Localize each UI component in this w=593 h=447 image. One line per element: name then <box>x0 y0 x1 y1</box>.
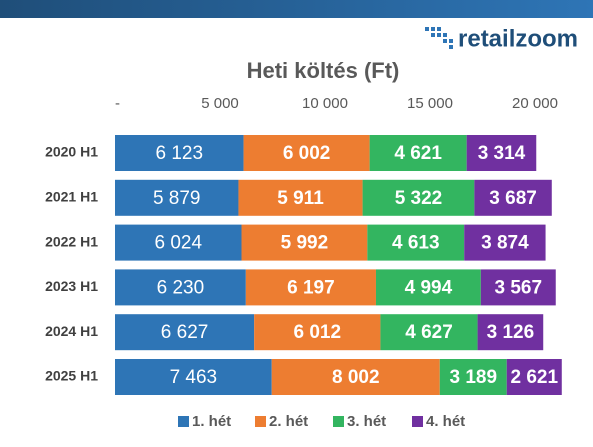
logo: retailzoom <box>458 25 578 52</box>
value-label: 3 126 <box>487 322 535 343</box>
bar-segment <box>115 269 246 306</box>
value-label: 6 024 <box>154 233 202 254</box>
value-label: 3 189 <box>449 367 497 388</box>
chart-title: Heti költés (Ft) <box>247 58 400 83</box>
y-tick-label: 2021 H1 <box>45 189 98 205</box>
bar-segment <box>271 359 440 395</box>
bar-segment <box>115 135 244 171</box>
x-tick-label: 15 000 <box>407 95 453 112</box>
value-label: 8 002 <box>332 367 380 388</box>
bar-segment <box>238 179 363 216</box>
legend-label: 2. hét <box>269 413 308 430</box>
y-tick-label: 2024 H1 <box>45 323 98 339</box>
legend-label: 4. hét <box>426 413 465 430</box>
value-label: 5 879 <box>153 188 201 209</box>
bar-segment <box>115 314 255 351</box>
value-label: 6 230 <box>157 277 205 298</box>
value-label: 6 627 <box>161 322 209 343</box>
bar-segment <box>375 269 481 306</box>
bar-segment <box>439 359 507 395</box>
logo-icon <box>425 27 453 49</box>
bar-segment <box>362 179 475 216</box>
value-label: 6 012 <box>294 322 342 343</box>
value-label: 5 322 <box>395 188 443 209</box>
value-label: 6 123 <box>156 143 204 164</box>
value-label: 6 002 <box>283 143 331 164</box>
bar-segment <box>506 359 562 395</box>
header-band <box>0 0 593 18</box>
bar-segment <box>466 135 537 171</box>
value-label: 7 463 <box>170 367 218 388</box>
bar-segment <box>254 314 381 351</box>
x-tick-label: - <box>115 95 120 112</box>
value-label: 5 911 <box>277 188 324 209</box>
legend-swatch <box>333 416 344 427</box>
value-label: 6 197 <box>287 277 335 298</box>
value-label: 3 874 <box>481 233 529 254</box>
bar-segment <box>243 135 370 171</box>
value-label: 4 613 <box>392 233 440 254</box>
bar-segment <box>480 269 556 306</box>
value-label: 4 627 <box>405 322 453 343</box>
bar-segment <box>245 269 376 306</box>
bar-segment <box>367 224 465 261</box>
value-label: 3 567 <box>495 277 543 298</box>
y-tick-label: 2023 H1 <box>45 278 98 294</box>
bar-segment <box>369 135 467 171</box>
bar-segment <box>474 179 552 216</box>
y-tick-label: 2025 H1 <box>45 368 98 384</box>
legend-swatch <box>412 416 423 427</box>
bar-segment <box>115 359 272 395</box>
bar-segment <box>380 314 478 351</box>
legend-swatch <box>178 416 189 427</box>
bar-segment <box>464 224 546 261</box>
x-tick-label: 10 000 <box>302 95 348 112</box>
value-label: 2 621 <box>510 367 558 388</box>
bar-segment <box>477 314 544 351</box>
legend-label: 3. hét <box>347 413 386 430</box>
x-tick-label: 5 000 <box>201 95 239 112</box>
value-label: 5 992 <box>281 233 329 254</box>
x-tick-label: 20 000 <box>512 95 558 112</box>
bar-segment <box>115 224 242 261</box>
value-label: 4 994 <box>405 277 453 298</box>
value-label: 3 687 <box>489 188 537 209</box>
value-label: 4 621 <box>394 143 442 164</box>
value-label: 3 314 <box>478 143 526 164</box>
y-tick-label: 2020 H1 <box>45 144 98 160</box>
legend-swatch <box>255 416 266 427</box>
y-tick-label: 2022 H1 <box>45 233 98 249</box>
bar-segment <box>241 224 368 261</box>
bar-segment <box>115 179 239 216</box>
legend-label: 1. hét <box>192 413 231 430</box>
